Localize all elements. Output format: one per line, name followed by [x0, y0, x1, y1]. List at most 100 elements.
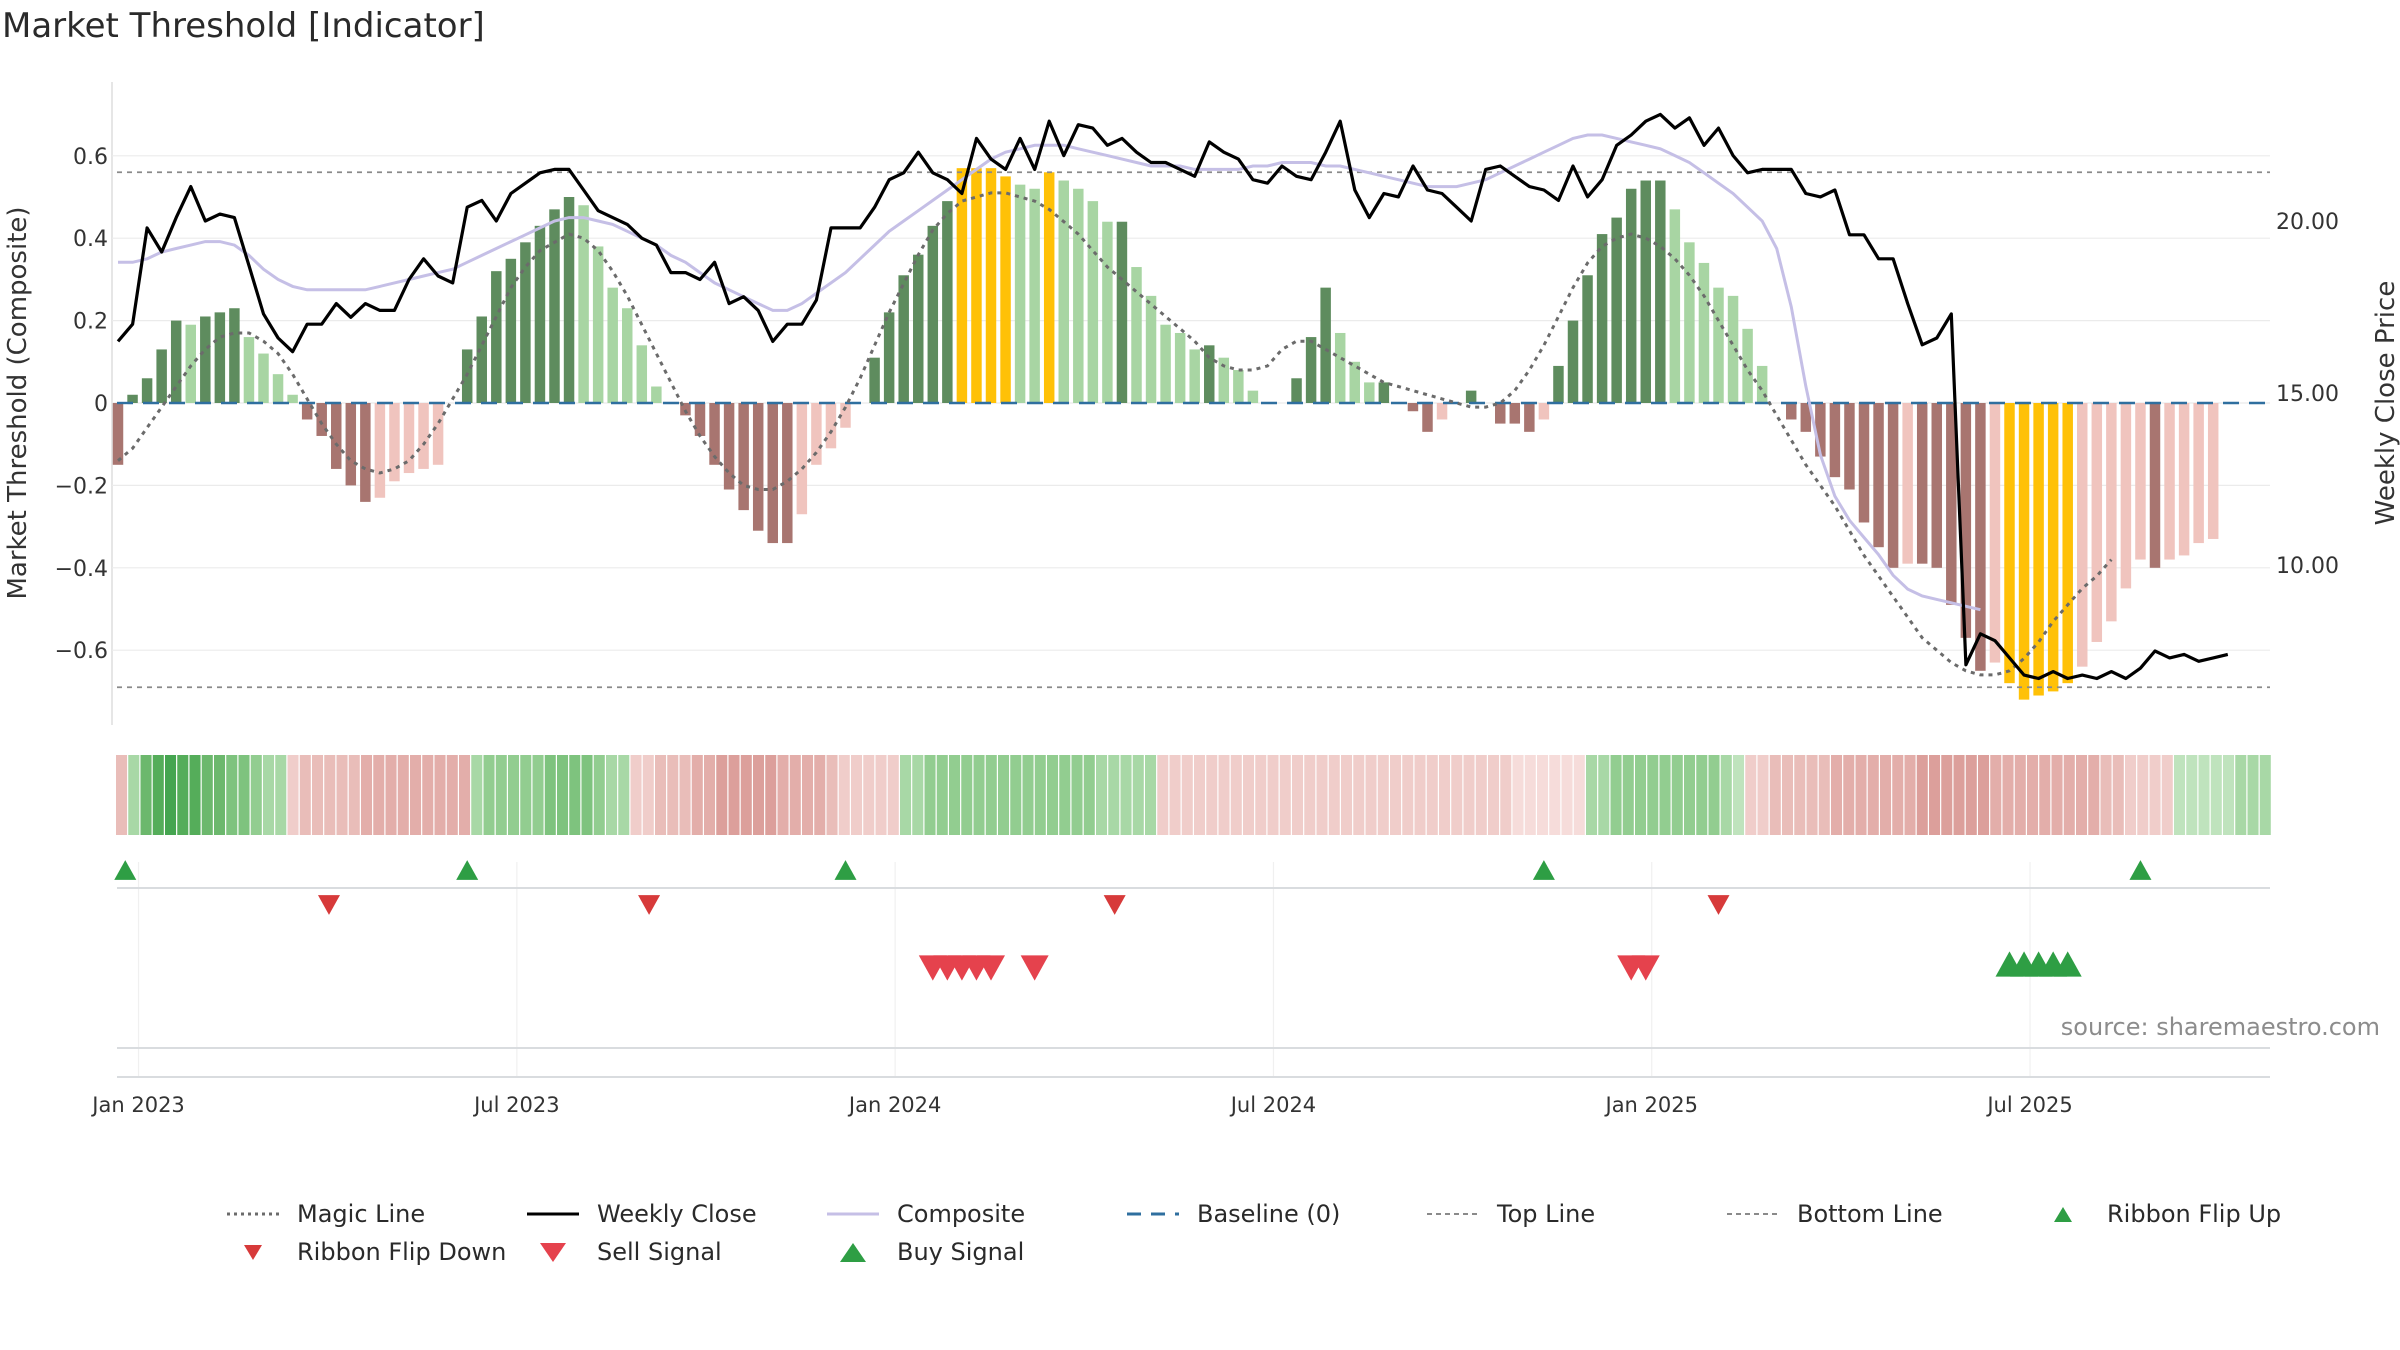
ribbon-flip-down-marker — [1103, 895, 1126, 915]
ribbon-cell — [2063, 755, 2075, 835]
ribbon-cell — [1635, 755, 1647, 835]
threshold-bar — [738, 403, 749, 511]
legend-swatch — [244, 1245, 262, 1260]
ribbon-cell — [201, 755, 213, 835]
threshold-bar — [1916, 403, 1928, 564]
legend-swatch — [1727, 1213, 1779, 1215]
ribbon-cell — [1561, 755, 1573, 835]
ribbon-cell — [226, 755, 238, 835]
ribbon-cell — [1083, 755, 1095, 835]
composite-line — [118, 133, 1981, 612]
legend-swatch — [527, 1212, 579, 1216]
threshold-bar — [651, 386, 662, 403]
ribbon-cell — [2137, 755, 2149, 835]
threshold-bar — [1247, 390, 1259, 403]
threshold-bar — [898, 275, 909, 403]
legend-item: Ribbon Flip Up — [2035, 1200, 2281, 1228]
magic-line — [117, 191, 2113, 677]
threshold-bar — [141, 378, 153, 403]
ribbon-cell — [1316, 755, 1328, 835]
ribbon-cell — [1120, 755, 1132, 835]
legend-item: Ribbon Flip Down — [225, 1238, 506, 1266]
ribbon-cell — [1475, 755, 1487, 835]
ribbon-cell — [1647, 755, 1659, 835]
ribbon-cell — [2259, 755, 2271, 835]
threshold-bar — [1698, 262, 1710, 403]
ribbon-cell — [949, 755, 961, 835]
threshold-bar — [1858, 403, 1870, 523]
y-tick-label: 0.6 — [73, 145, 108, 170]
threshold-bar — [534, 225, 546, 403]
threshold-bar — [636, 345, 648, 403]
y-tick-label: 0.4 — [73, 227, 108, 252]
ribbon-cell — [1782, 755, 1794, 835]
ribbon-cell — [116, 755, 128, 835]
ribbon-cell — [1965, 755, 1977, 835]
threshold-bar — [942, 201, 953, 403]
legend-item: Buy Signal — [825, 1238, 1024, 1266]
legend-swatch — [2054, 1207, 2072, 1222]
threshold-bar — [1727, 295, 1739, 403]
ribbon-cell — [2051, 755, 2063, 835]
ribbon-cell — [593, 755, 605, 835]
ribbon-cell — [1990, 755, 2002, 835]
ribbon-cell — [140, 755, 152, 835]
threshold-bar — [549, 209, 560, 403]
ribbon-cell — [1720, 755, 1732, 835]
threshold-bar — [1305, 337, 1317, 403]
ribbon-flip-up-marker — [456, 860, 479, 880]
ribbon-cell — [238, 755, 250, 835]
ribbon-flip-down-marker — [317, 895, 340, 915]
ribbon-cell — [1598, 755, 1610, 835]
x-tick-label: Jul 2024 — [1229, 1093, 1316, 1117]
ribbon-flip-up-marker — [834, 860, 857, 880]
ribbon-cell — [1806, 755, 1818, 835]
ribbon-cell — [361, 755, 373, 835]
ribbon-cell — [961, 755, 973, 835]
legend-label: Magic Line — [297, 1200, 426, 1228]
ribbon-cell — [165, 755, 177, 835]
ribbon-cell — [373, 755, 385, 835]
threshold-bar — [112, 403, 124, 465]
ribbon-cell — [716, 755, 728, 835]
ribbon-cell — [152, 755, 164, 835]
threshold-bar — [331, 403, 342, 469]
ribbon-cell — [704, 755, 716, 835]
ribbon-cell — [985, 755, 997, 835]
ribbon-cell — [1892, 755, 1904, 835]
sell-signal-marker — [977, 955, 1005, 981]
ribbon-cell — [642, 755, 654, 835]
ribbon-cell — [863, 755, 875, 835]
x-tick-label: Jul 2025 — [1985, 1093, 2072, 1117]
threshold-bar — [2149, 403, 2161, 568]
ribbon-cell — [1733, 755, 1745, 835]
ribbon-cell — [1573, 755, 1585, 835]
threshold-bar — [345, 403, 357, 486]
threshold-bar — [782, 403, 793, 544]
legend-swatch — [827, 1212, 879, 1216]
ribbon-cell — [1941, 755, 1953, 835]
ribbon-cell — [2112, 755, 2124, 835]
legend-swatch — [840, 1243, 866, 1262]
threshold-bar — [1495, 403, 1506, 424]
threshold-bar — [1960, 403, 1972, 638]
ribbon-cell — [1880, 755, 1892, 835]
ribbon-cell — [1353, 755, 1365, 835]
legend-label: Baseline (0) — [1197, 1200, 1341, 1228]
ribbon-cell — [1255, 755, 1267, 835]
threshold-bar — [229, 308, 240, 403]
x-tick-label: Jan 2023 — [90, 1093, 185, 1117]
threshold-bar — [2207, 403, 2219, 539]
ribbon-cell — [446, 755, 458, 835]
ribbon-cell — [2088, 755, 2100, 835]
threshold-bar — [1014, 184, 1026, 403]
threshold-bar — [883, 312, 895, 403]
x-tick-label: Jul 2023 — [472, 1093, 559, 1117]
threshold-bar — [1058, 180, 1069, 403]
ribbon-cell — [1708, 755, 1720, 835]
threshold-bar — [985, 168, 997, 403]
ribbon-cell — [1034, 755, 1046, 835]
ribbon-cell — [2149, 755, 2161, 835]
y-axis-label: Market Threshold (Composite) — [3, 206, 33, 599]
